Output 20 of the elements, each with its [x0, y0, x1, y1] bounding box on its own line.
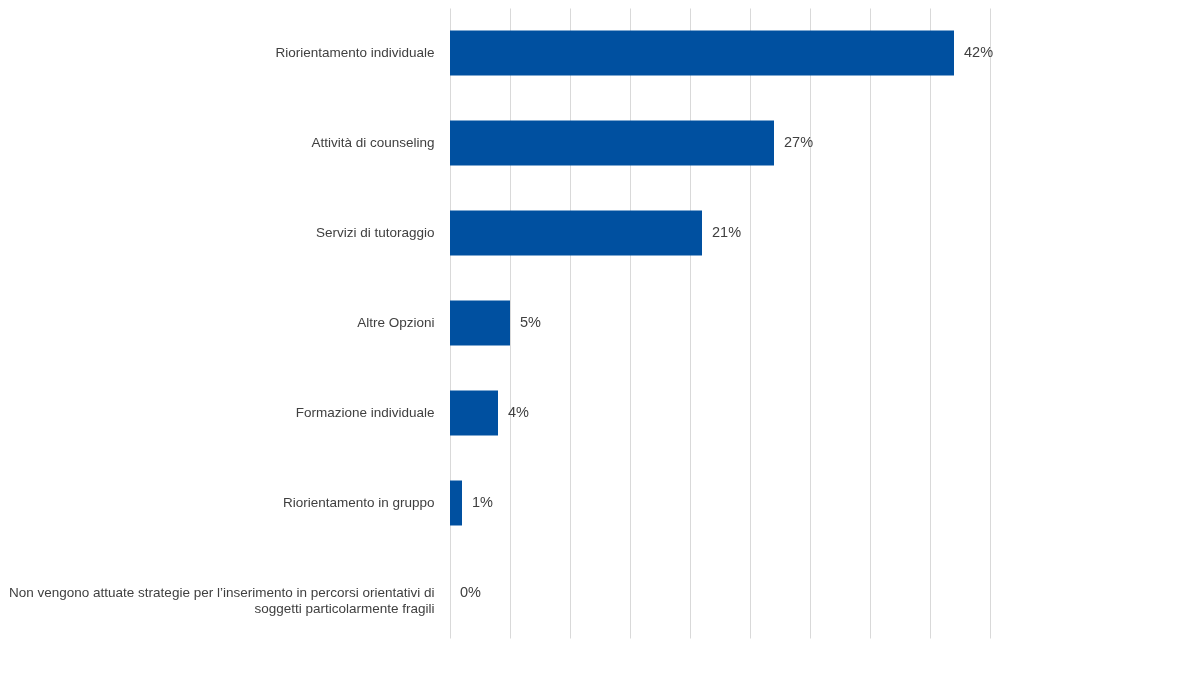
bar	[450, 210, 702, 256]
y-tick-label: Formazione individuale	[295, 405, 435, 420]
bar	[450, 390, 498, 436]
y-tick-label: Attività di counseling	[311, 135, 435, 150]
y-tick-label: Servizi di tutoraggio	[315, 225, 435, 240]
data-label: 27%	[784, 134, 814, 150]
y-tick-label: Riorientamento in gruppo	[282, 495, 435, 510]
y-tick-label: Altre Opzioni	[357, 315, 435, 330]
y-tick-label: Riorientamento individuale	[275, 45, 435, 60]
data-label: 0%	[460, 584, 482, 600]
bar	[450, 300, 510, 346]
bar	[450, 480, 462, 526]
data-label: 1%	[472, 494, 494, 510]
data-label: 4%	[508, 404, 530, 420]
bar	[450, 30, 954, 76]
y-tick-label: Non vengono attuate strategie per l’inserimento in percorsi orientativi di soggetti particolarmente fragili	[9, 585, 435, 616]
data-label: 21%	[712, 224, 742, 240]
data-label: 5%	[520, 314, 542, 330]
bar	[450, 120, 774, 166]
data-label: 42%	[964, 44, 994, 60]
